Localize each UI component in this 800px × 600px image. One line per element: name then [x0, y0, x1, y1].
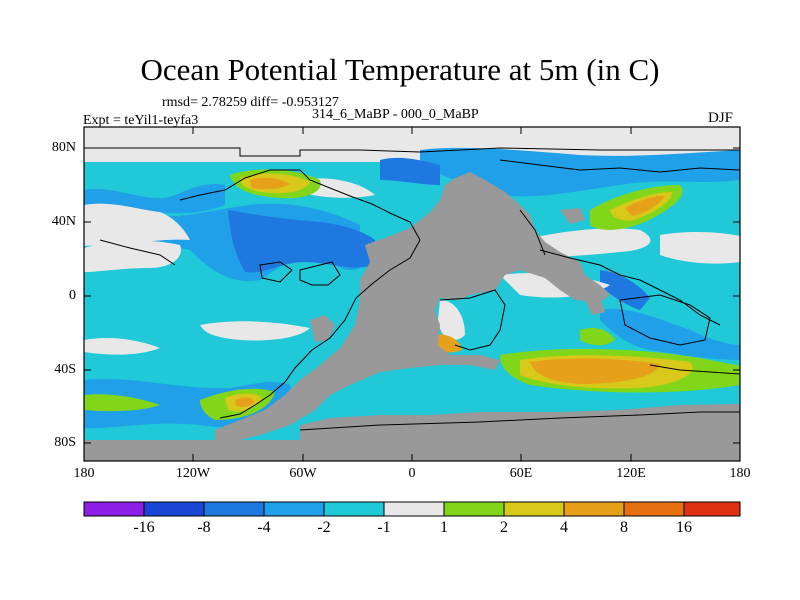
colorbar-label: -8 — [197, 519, 211, 536]
neutral-zone-9 — [438, 300, 465, 340]
colorbar-label: -16 — [133, 519, 155, 536]
land-fragment-3 — [585, 298, 605, 315]
lon-label-60e: 60E — [509, 466, 533, 481]
lat-label-40s: 40S — [54, 362, 76, 377]
land-pangaea — [215, 172, 610, 440]
colorbar-box-9 — [563, 501, 625, 517]
map-title: Ocean Potential Temperature at 5m (in C) — [140, 52, 660, 87]
colorbar-box-4 — [263, 501, 325, 517]
colorbar-box-8 — [503, 501, 565, 517]
land-fragment-2 — [560, 208, 585, 224]
neutral-zone-7 — [660, 232, 740, 264]
lat-label-80s: 80S — [54, 435, 76, 450]
deep-blue-zone-1 — [228, 210, 375, 273]
colorbar-box-3 — [203, 501, 265, 517]
colorbar-label: 16 — [676, 519, 692, 536]
east-blue-zone — [600, 309, 740, 360]
orange-zone-s — [235, 397, 255, 407]
colorbar-box-1 — [83, 501, 145, 517]
lon-label-0: 0 — [408, 466, 416, 481]
time-periods-label: 314_6_MaBP - 000_0_MaBP — [312, 107, 479, 122]
lat-label-80n: 80N — [51, 140, 76, 155]
lon-label-120w: 120W — [175, 466, 211, 481]
lat-label-0: 0 — [69, 288, 76, 303]
colorbar-label: 8 — [620, 519, 628, 536]
experiment-label: Expt = teYil1-teyfa3 — [83, 113, 199, 128]
colorbar-box-2 — [143, 501, 205, 517]
colorbar-box-7 — [443, 501, 505, 517]
colorbar-box-5 — [323, 501, 385, 517]
green-zone-sw — [84, 394, 160, 412]
lon-label-180w: 180 — [73, 466, 95, 481]
colorbar-box-6 — [383, 501, 445, 517]
colorbar-label: -2 — [317, 519, 331, 536]
lon-label-180e: 180 — [729, 466, 751, 481]
colorbar-label: -1 — [377, 519, 391, 536]
coastlines — [84, 147, 740, 431]
land-antarctica — [84, 404, 740, 461]
lon-label-120e: 120E — [616, 466, 646, 481]
lon-label-60w: 60W — [289, 466, 317, 481]
colorbar-label: -4 — [257, 519, 271, 536]
green-zone-io — [580, 328, 615, 346]
season-label: DJF — [708, 110, 734, 126]
orange-zone-npacific — [250, 177, 290, 190]
colorbar-label: 1 — [440, 519, 448, 536]
neutral-zone-3 — [200, 321, 310, 341]
colorbar-label: 2 — [500, 519, 508, 536]
neutral-zone-2 — [84, 240, 181, 272]
colorbar-box-11 — [683, 501, 741, 517]
orange-zone-ne — [625, 195, 665, 216]
lat-label-40n: 40N — [51, 214, 76, 229]
deep-blue-zone-4 — [600, 270, 650, 310]
neutral-zone-1 — [84, 203, 190, 246]
map-field — [84, 127, 740, 461]
axis-ticks — [83, 127, 741, 461]
orange-zone-southern — [530, 358, 660, 384]
colorbar — [83, 501, 741, 517]
deep-blue-zone-2 — [380, 157, 440, 185]
rmsd-diff-stats: rmsd= 2.78259 diff= -0.953127 — [162, 95, 339, 110]
neutral-zone-4 — [84, 337, 160, 355]
colorbar-label: 4 — [560, 519, 568, 536]
land-fragment-1 — [310, 315, 335, 342]
colorbar-box-10 — [623, 501, 685, 517]
